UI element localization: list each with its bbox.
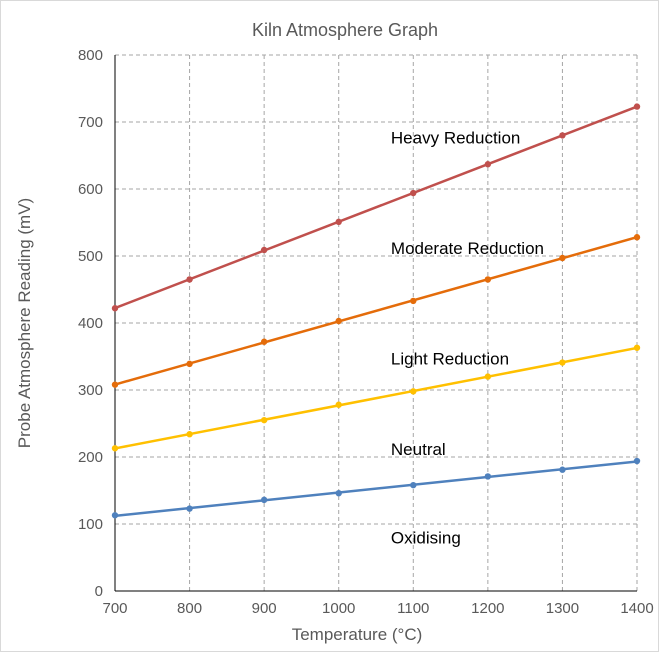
y-tick-label: 600 (78, 181, 103, 198)
data-point (484, 473, 492, 480)
y-tick-label: 0 (95, 583, 103, 600)
x-tick-label: 1300 (546, 600, 579, 617)
data-point (186, 276, 193, 283)
data-point (111, 512, 119, 519)
data-point (410, 481, 417, 489)
data-point (335, 317, 342, 325)
data-point (111, 445, 119, 452)
series-line (114, 346, 638, 450)
data-point (186, 505, 193, 512)
data-point (633, 457, 641, 465)
data-point (260, 496, 268, 504)
chart-title: Kiln Atmosphere Graph (252, 20, 438, 40)
data-point (111, 305, 119, 312)
data-point (410, 189, 417, 197)
x-tick-label: 1000 (322, 600, 355, 617)
y-tick-label: 100 (78, 516, 103, 533)
x-tick-label: 700 (102, 600, 127, 617)
region-label: Light Reduction (391, 350, 509, 369)
x-tick-label: 800 (177, 600, 202, 617)
tick-labels: 0 100 200 300 400 500 600 700 800 700 800 900 1000 11… (78, 47, 654, 617)
data-point (410, 297, 417, 305)
data-point (335, 218, 342, 226)
region-labels: Heavy Reduction Moderate Reduction Light R… (391, 128, 544, 547)
x-tick-label: 1100 (397, 600, 429, 617)
data-point (260, 246, 268, 254)
data-point (633, 344, 641, 351)
series-line (114, 235, 638, 386)
data-point (111, 381, 119, 388)
data-series (111, 103, 641, 519)
region-label: Moderate Reduction (391, 239, 544, 258)
y-tick-label: 700 (78, 114, 103, 131)
x-tick-label: 1200 (471, 600, 504, 617)
data-point (484, 373, 492, 380)
y-tick-label: 400 (78, 315, 103, 332)
region-label: Heavy Reduction (391, 128, 520, 147)
series-line (114, 105, 638, 310)
data-point (335, 401, 342, 408)
data-point (260, 416, 268, 424)
axes (114, 55, 637, 592)
x-axis-title: Temperature (°C) (292, 625, 423, 644)
data-point (260, 338, 268, 345)
data-point (559, 132, 566, 139)
y-tick-label: 300 (78, 382, 103, 399)
y-tick-label: 500 (78, 248, 103, 265)
region-label: Neutral (391, 440, 446, 459)
data-point (559, 466, 566, 473)
data-point (633, 103, 641, 110)
y-tick-label: 200 (78, 449, 103, 466)
data-point (335, 489, 342, 497)
y-tick-label: 800 (78, 47, 103, 64)
y-axis-title: Probe Atmosphere Reading (mV) (15, 198, 34, 448)
data-point (484, 161, 492, 168)
data-point (484, 276, 492, 283)
data-point (186, 360, 193, 368)
data-point (410, 388, 417, 395)
data-point (559, 359, 566, 366)
data-point (186, 431, 193, 438)
data-point (559, 254, 566, 262)
region-label: Oxidising (391, 528, 461, 547)
x-tick-label: 1400 (620, 600, 653, 617)
data-point (633, 234, 641, 241)
x-tick-label: 900 (252, 600, 277, 617)
series-line (114, 460, 638, 518)
